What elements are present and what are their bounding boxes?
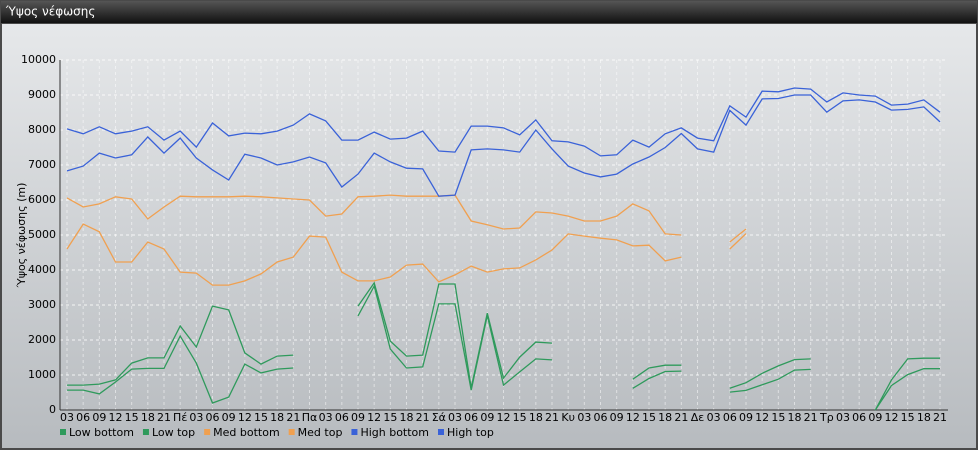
series-line [66, 87, 941, 157]
x-tick-label: 09 [739, 411, 753, 424]
y-tick-label: 8000 [28, 123, 56, 136]
x-tick-label: 03 [60, 411, 74, 424]
legend-swatch [60, 429, 66, 435]
y-axis-label: Ύψος νέφωσης (m) [15, 183, 28, 289]
legend-swatch [288, 429, 295, 435]
y-tick-label: 9000 [28, 88, 56, 101]
series-line [67, 281, 940, 411]
y-tick-label: 3000 [28, 298, 56, 311]
x-tick-label: 09 [610, 411, 624, 424]
x-tick-label: 15 [901, 411, 915, 424]
legend-swatch [142, 429, 149, 435]
x-tick-label: 15 [383, 411, 397, 424]
legend-label: Low bottom [69, 426, 134, 439]
x-tick-label: 09 [92, 411, 106, 424]
series-line [66, 223, 747, 286]
legend-label: Med bottom [213, 426, 280, 439]
y-tick-label: 5000 [28, 228, 56, 241]
y-tick-label: 1000 [28, 368, 56, 381]
x-tick-label: 15 [642, 411, 656, 424]
legend-swatch [438, 429, 444, 435]
x-tick-label: Δε [691, 411, 705, 424]
x-tick-label: 06 [464, 411, 478, 424]
y-tick-label: 2000 [28, 333, 56, 346]
x-tick-label: 09 [351, 411, 365, 424]
x-tick-label: 18 [788, 411, 802, 424]
x-tick-label: 03 [836, 411, 850, 424]
x-tick-label: 03 [189, 411, 203, 424]
y-tick-label: 0 [49, 403, 56, 416]
x-tick-label: 15 [125, 411, 139, 424]
x-tick-label: 03 [707, 411, 721, 424]
x-tick-label: 21 [933, 411, 947, 424]
x-tick-label: 18 [529, 411, 543, 424]
x-tick-label: 06 [76, 411, 90, 424]
series-line [67, 284, 940, 411]
x-tick-label: Κυ [561, 411, 575, 424]
x-tick-label: 21 [416, 411, 430, 424]
x-tick-label: 21 [157, 411, 171, 424]
y-tick-label: 10000 [21, 53, 56, 66]
x-tick-label: 21 [674, 411, 688, 424]
x-tick-label: 12 [885, 411, 899, 424]
legend-label: Low top [152, 426, 195, 439]
x-tick-label: 21 [804, 411, 818, 424]
x-tick-label: 15 [771, 411, 785, 424]
x-tick-label: 03 [319, 411, 333, 424]
x-tick-label: 12 [497, 411, 511, 424]
legend-swatch [204, 429, 211, 435]
x-tick-label: 06 [206, 411, 220, 424]
legend-label: High bottom [360, 426, 429, 439]
series-line [66, 194, 747, 243]
x-tick-label: 21 [545, 411, 559, 424]
x-tick-label: 06 [723, 411, 737, 424]
x-tick-label: 18 [400, 411, 414, 424]
y-tick-label: 4000 [28, 263, 56, 276]
x-tick-label: 09 [480, 411, 494, 424]
x-tick-label: 06 [594, 411, 608, 424]
header-bar [1, 1, 977, 23]
x-tick-label: 15 [254, 411, 268, 424]
x-tick-label: 09 [222, 411, 236, 424]
x-tick-label: 15 [513, 411, 527, 424]
x-tick-label: 12 [238, 411, 252, 424]
x-tick-label: 18 [917, 411, 931, 424]
x-tick-label: 03 [448, 411, 462, 424]
x-tick-label: 18 [658, 411, 672, 424]
x-tick-label: Πα [302, 411, 318, 424]
chart-title: Ύψος νέφωσης [5, 5, 95, 19]
x-tick-label: 12 [626, 411, 640, 424]
x-tick-label: 18 [270, 411, 284, 424]
legend-swatch [351, 429, 358, 435]
x-tick-label: 03 [577, 411, 591, 424]
x-tick-label: 12 [367, 411, 381, 424]
x-tick-label: 06 [335, 411, 349, 424]
legend-label: High top [447, 426, 494, 439]
x-tick-label: Σά [432, 411, 446, 424]
x-tick-label: 09 [868, 411, 882, 424]
x-tick-label: 12 [109, 411, 123, 424]
legend-label: Med top [298, 426, 343, 439]
y-tick-label: 7000 [28, 158, 56, 171]
x-tick-label: Πέ [173, 411, 187, 424]
x-tick-label: 18 [141, 411, 155, 424]
series-line [66, 94, 941, 197]
x-tick-label: 21 [286, 411, 300, 424]
x-tick-label: 06 [852, 411, 866, 424]
x-tick-label: Τρ [819, 411, 834, 424]
y-tick-label: 6000 [28, 193, 56, 206]
x-tick-label: 12 [755, 411, 769, 424]
